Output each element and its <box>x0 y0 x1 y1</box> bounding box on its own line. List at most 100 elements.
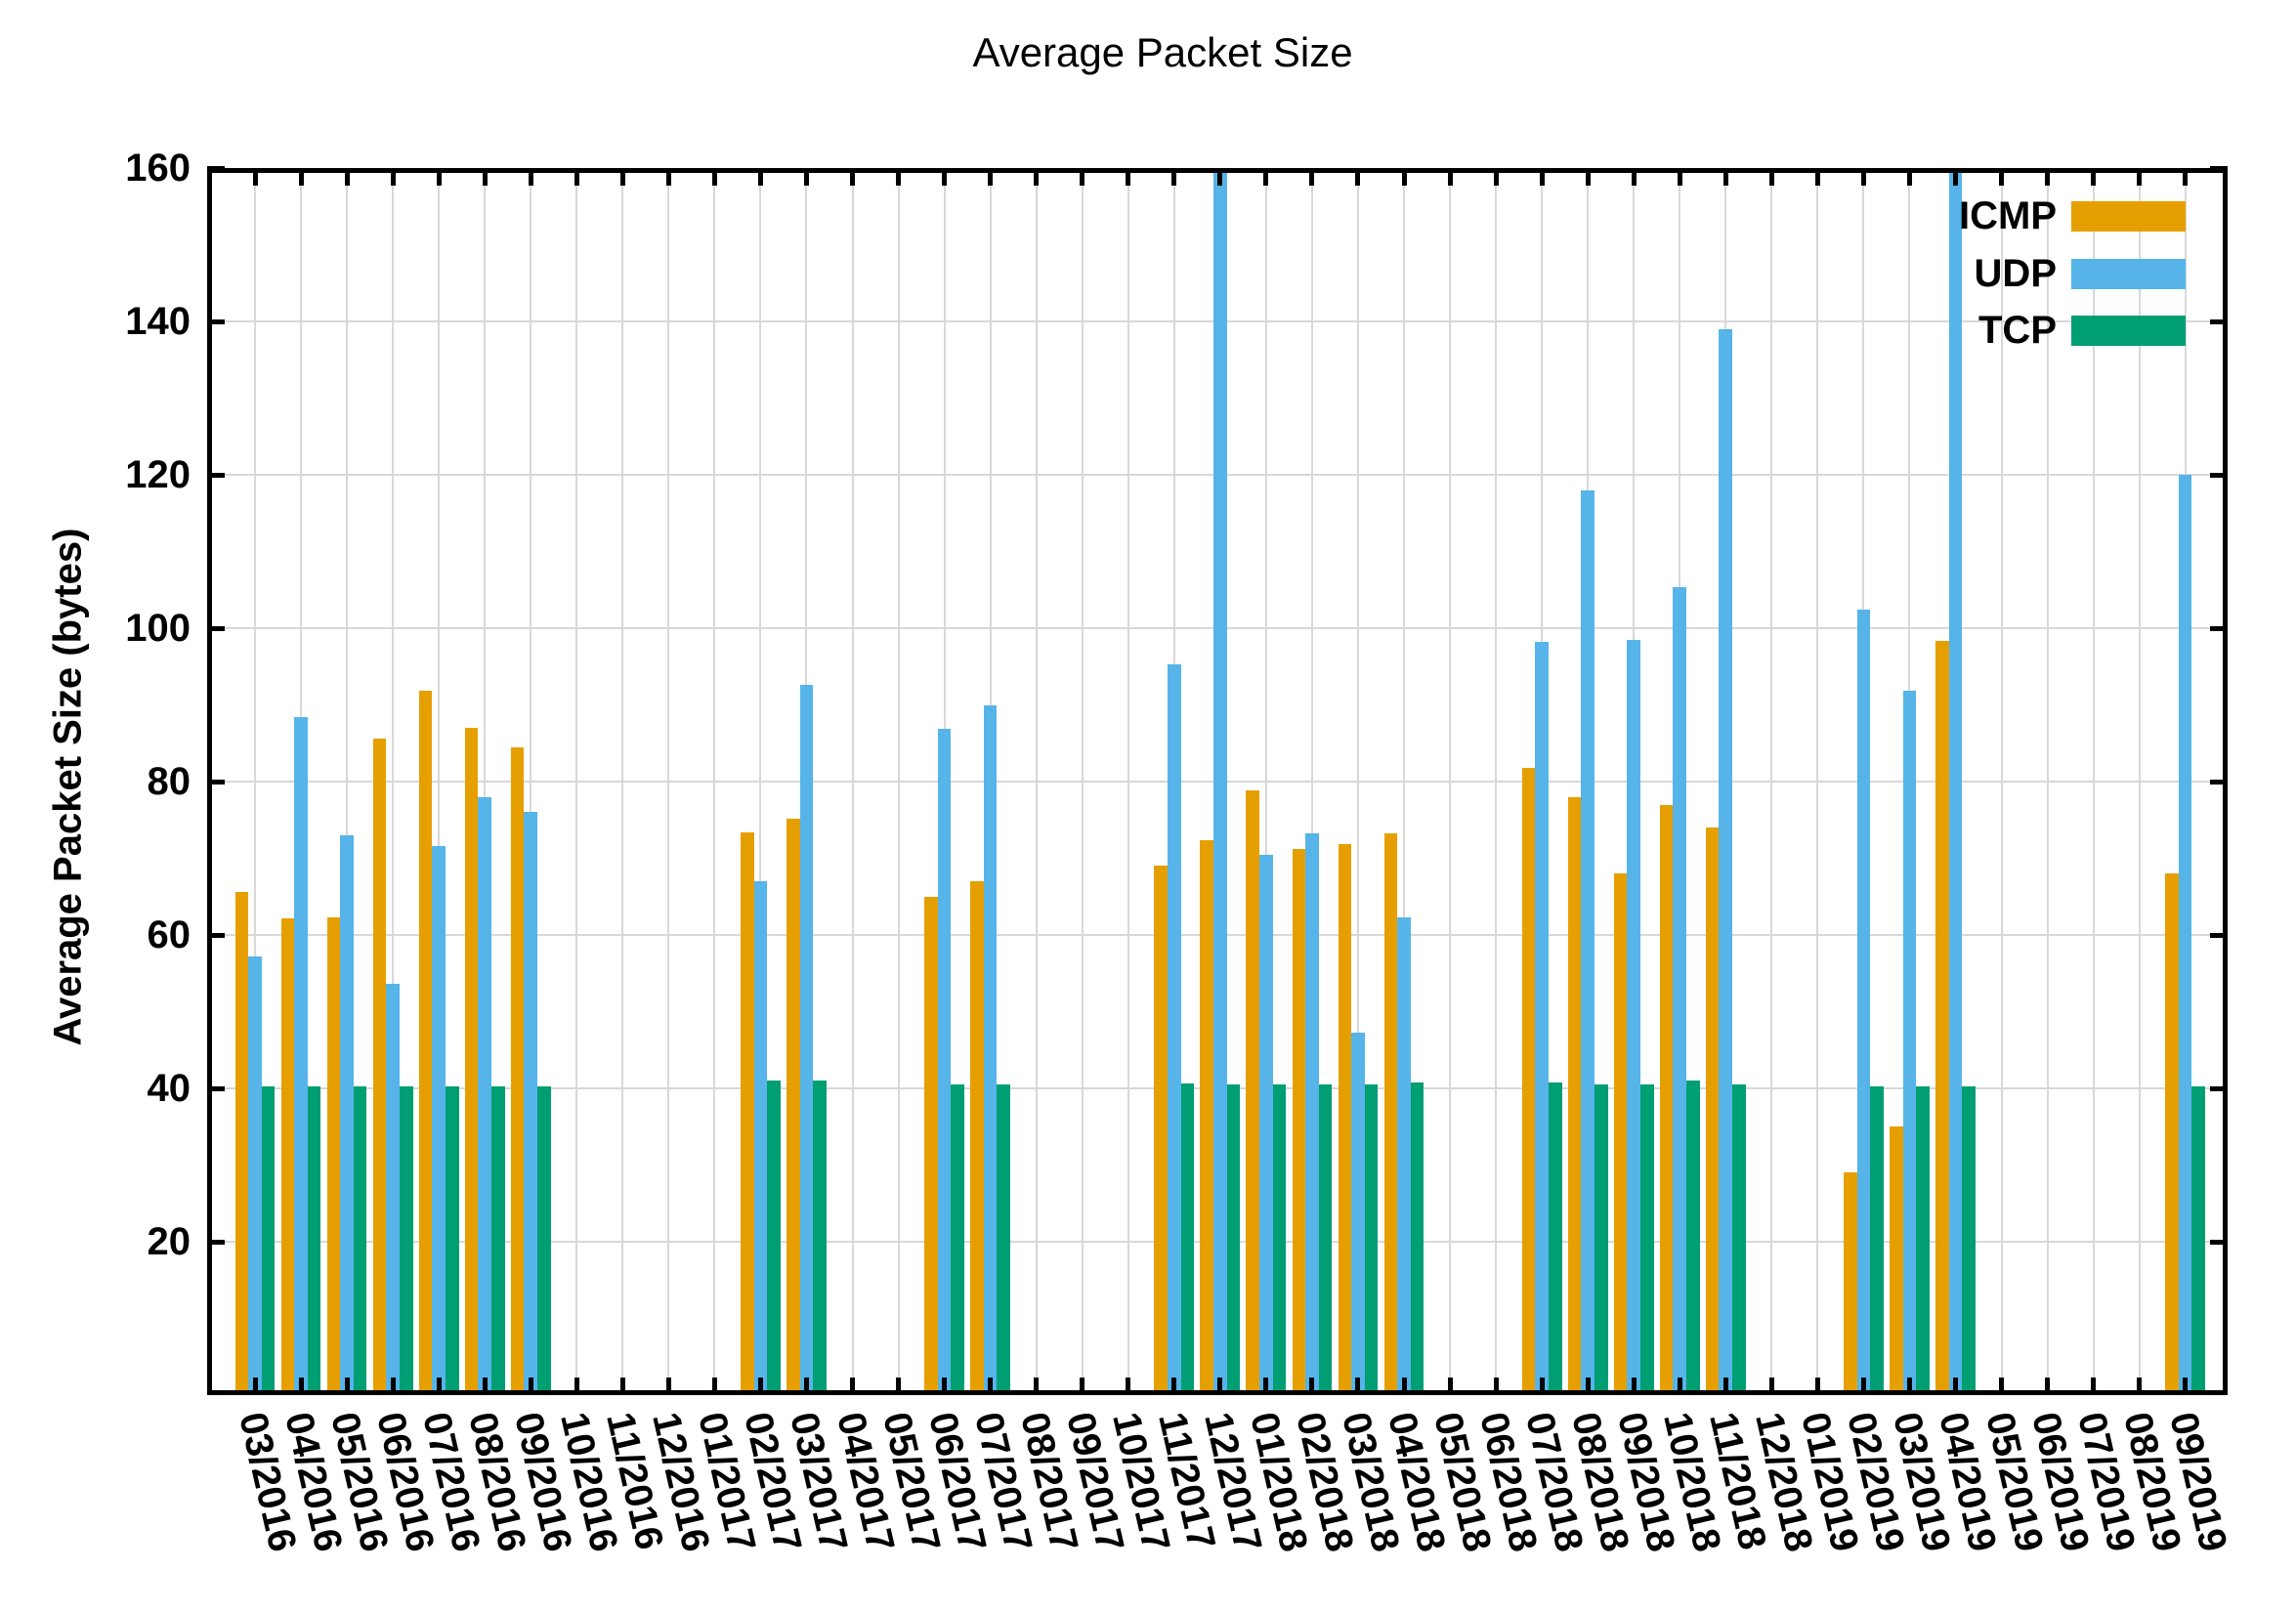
bottom-axis-tick-10-2016 <box>574 1378 579 1395</box>
left-axis-tick-140 <box>207 318 225 324</box>
v-gridline-08-2017 <box>1035 168 1038 1395</box>
v-gridline-12-2018 <box>1770 168 1773 1395</box>
v-gridline-11-2016 <box>621 168 624 1395</box>
bottom-axis-tick-05-2017 <box>896 1378 902 1395</box>
y-tick-label-80: 80 <box>147 760 191 803</box>
legend-label-icmp: ICMP <box>1959 194 2057 237</box>
top-axis-tick-05-2017 <box>896 168 902 186</box>
top-axis-tick-08-2019 <box>2137 168 2143 186</box>
v-gridline-04-2018 <box>1403 168 1405 1395</box>
bar-tcp-09-2019 <box>2191 1086 2206 1395</box>
bar-icmp-04-2016 <box>280 917 295 1395</box>
bar-udp-11-2018 <box>1719 328 1733 1395</box>
bar-udp-11-2017 <box>1168 663 1181 1395</box>
bar-icmp-07-2018 <box>1521 767 1536 1395</box>
bottom-axis-tick-08-2016 <box>482 1378 488 1395</box>
bar-tcp-03-2018 <box>1364 1084 1379 1395</box>
top-axis-tick-10-2016 <box>574 168 579 186</box>
y-tick-label-100: 100 <box>125 607 191 650</box>
right-axis-tick-100 <box>2210 625 2228 631</box>
top-axis-tick-08-2018 <box>1585 168 1591 186</box>
bar-icmp-03-2018 <box>1338 844 1352 1395</box>
left-axis-tick-20 <box>207 1239 225 1245</box>
bar-udp-04-2019 <box>1948 168 1963 1395</box>
bar-udp-09-2018 <box>1627 639 1640 1395</box>
bottom-axis-tick-04-2018 <box>1401 1378 1407 1395</box>
left-axis-tick-80 <box>207 779 225 785</box>
v-gridline-01-2018 <box>1264 168 1267 1395</box>
top-axis-tick-03-2016 <box>252 168 258 186</box>
v-gridline-02-2018 <box>1310 168 1313 1395</box>
top-axis-tick-01-2019 <box>1814 168 1820 186</box>
bar-udp-06-2017 <box>937 728 952 1395</box>
bar-icmp-08-2018 <box>1567 796 1582 1395</box>
top-axis-tick-06-2019 <box>2045 168 2051 186</box>
top-axis-tick-08-2016 <box>482 168 488 186</box>
bar-icmp-02-2018 <box>1292 849 1306 1395</box>
bar-tcp-10-2018 <box>1686 1081 1700 1395</box>
plot-frame-left <box>207 168 212 1395</box>
legend-swatch-udp <box>2071 258 2186 289</box>
bar-tcp-02-2019 <box>1870 1085 1884 1395</box>
bar-icmp-11-2018 <box>1705 827 1720 1395</box>
bottom-axis-tick-08-2018 <box>1585 1378 1591 1395</box>
right-axis-tick-140 <box>2210 318 2228 324</box>
legend-swatch-icmp <box>2071 200 2186 232</box>
bar-udp-03-2018 <box>1351 1032 1365 1395</box>
top-axis-tick-09-2016 <box>528 168 533 186</box>
plot-area <box>207 165 2228 1395</box>
bottom-axis-tick-08-2019 <box>2137 1378 2143 1395</box>
y-tick-label-40: 40 <box>147 1067 191 1110</box>
top-axis-tick-09-2019 <box>2183 168 2189 186</box>
top-axis-tick-05-2018 <box>1447 168 1453 186</box>
top-axis-tick-04-2019 <box>1952 168 1958 186</box>
bar-udp-07-2018 <box>1535 642 1549 1395</box>
left-axis-tick-40 <box>207 1085 225 1091</box>
right-axis-tick-40 <box>2210 1085 2228 1091</box>
v-gridline-06-2019 <box>2046 168 2049 1395</box>
bar-icmp-12-2017 <box>1200 839 1214 1395</box>
right-axis-tick-60 <box>2210 932 2228 938</box>
bar-tcp-12-2017 <box>1226 1084 1241 1395</box>
bottom-axis-tick-12-2017 <box>1217 1378 1223 1395</box>
y-tick-label-20: 20 <box>147 1220 191 1263</box>
y-axis-title: Average Packet Size (bytes) <box>46 528 90 1046</box>
bottom-axis-tick-09-2016 <box>528 1378 533 1395</box>
v-gridline-01-2019 <box>1816 168 1819 1395</box>
bar-icmp-05-2016 <box>326 916 341 1395</box>
bar-udp-05-2016 <box>340 834 354 1395</box>
bar-udp-02-2018 <box>1305 832 1319 1395</box>
bar-icmp-03-2017 <box>787 819 800 1395</box>
bar-icmp-09-2019 <box>2165 873 2179 1395</box>
bottom-axis-tick-06-2018 <box>1493 1378 1499 1395</box>
bar-icmp-06-2016 <box>372 739 387 1395</box>
top-axis-tick-04-2016 <box>298 168 304 186</box>
top-axis-tick-10-2018 <box>1677 168 1682 186</box>
v-gridline-06-2018 <box>1495 168 1498 1395</box>
bar-icmp-02-2019 <box>1844 1172 1857 1395</box>
bar-tcp-07-2018 <box>1548 1082 1562 1395</box>
top-axis-tick-03-2019 <box>1906 168 1912 186</box>
bar-icmp-11-2017 <box>1154 866 1168 1395</box>
v-gridline-12-2016 <box>667 168 670 1395</box>
bottom-axis-tick-09-2017 <box>1080 1378 1085 1395</box>
bottom-axis-tick-03-2016 <box>252 1378 258 1395</box>
top-axis-tick-01-2018 <box>1263 168 1269 186</box>
bar-icmp-01-2018 <box>1246 790 1260 1395</box>
bottom-axis-tick-12-2016 <box>665 1378 671 1395</box>
left-axis-tick-120 <box>207 472 225 478</box>
bar-udp-10-2018 <box>1673 587 1687 1395</box>
bottom-axis-tick-02-2018 <box>1309 1378 1315 1395</box>
v-gridline-05-2016 <box>346 168 349 1395</box>
bar-icmp-04-2018 <box>1383 833 1398 1395</box>
v-gridline-03-2018 <box>1356 168 1359 1395</box>
bottom-axis-tick-10-2018 <box>1677 1378 1682 1395</box>
bar-udp-04-2016 <box>294 717 308 1395</box>
bar-tcp-04-2019 <box>1962 1085 1976 1395</box>
v-gridline-08-2019 <box>2138 168 2141 1395</box>
legend-label-tcp: TCP <box>1978 309 2057 352</box>
y-tick-label-160: 160 <box>125 147 191 190</box>
v-gridline-05-2017 <box>897 168 900 1395</box>
v-gridline-02-2017 <box>759 168 762 1395</box>
